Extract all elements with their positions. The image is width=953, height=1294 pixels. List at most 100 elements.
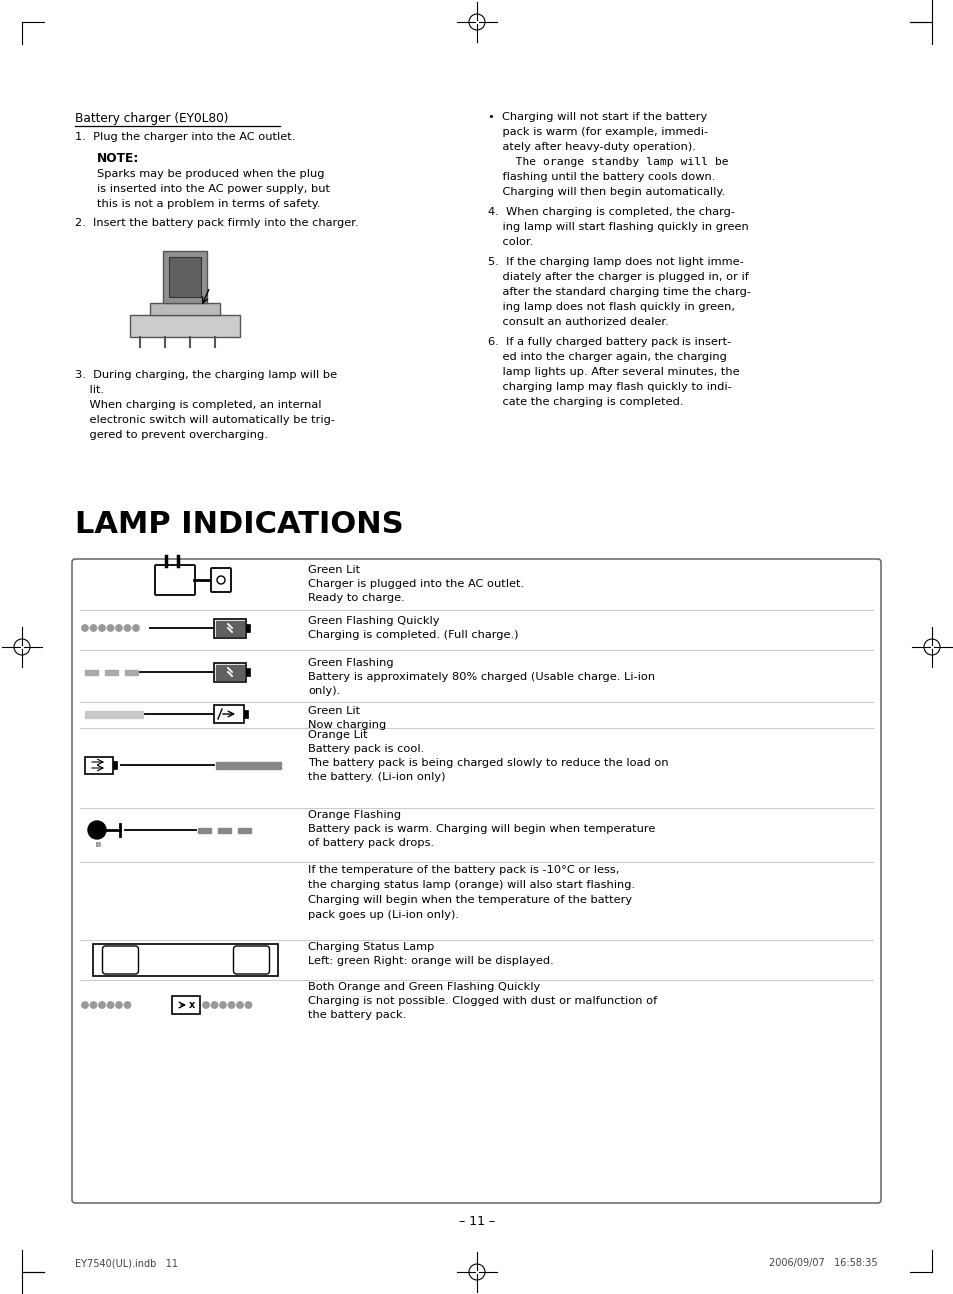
Circle shape xyxy=(132,625,139,631)
Text: charging lamp may flash quickly to indi-: charging lamp may flash quickly to indi- xyxy=(488,382,731,392)
Text: 6.  If a fully charged battery pack is insert-: 6. If a fully charged battery pack is in… xyxy=(488,336,731,347)
Text: electronic switch will automatically be trig-: electronic switch will automatically be … xyxy=(75,415,335,424)
Text: Charging Status Lamp: Charging Status Lamp xyxy=(308,942,434,952)
Bar xyxy=(215,761,281,769)
Text: ately after heavy-duty operation).: ately after heavy-duty operation). xyxy=(488,142,695,151)
Text: Charging is completed. (Full charge.): Charging is completed. (Full charge.) xyxy=(308,630,518,641)
Text: If the temperature of the battery pack is -10°C or less,: If the temperature of the battery pack i… xyxy=(308,864,618,875)
Bar xyxy=(246,668,250,675)
Bar xyxy=(218,827,231,832)
Circle shape xyxy=(211,1002,217,1008)
Text: Sparks may be produced when the plug: Sparks may be produced when the plug xyxy=(97,170,324,179)
Bar xyxy=(246,624,250,631)
FancyBboxPatch shape xyxy=(102,946,138,974)
Bar xyxy=(215,621,244,635)
Text: cate the charging is completed.: cate the charging is completed. xyxy=(488,397,682,408)
Text: The battery pack is being charged slowly to reduce the load on: The battery pack is being charged slowly… xyxy=(308,758,668,769)
Text: Charging will then begin automatically.: Charging will then begin automatically. xyxy=(488,188,724,197)
Text: is inserted into the AC power supply, but: is inserted into the AC power supply, bu… xyxy=(97,184,330,194)
Text: lit.: lit. xyxy=(75,386,104,395)
Circle shape xyxy=(107,625,113,631)
Text: – 11 –: – 11 – xyxy=(458,1215,495,1228)
Text: this is not a problem in terms of safety.: this is not a problem in terms of safety… xyxy=(97,199,320,210)
FancyBboxPatch shape xyxy=(172,996,200,1014)
FancyBboxPatch shape xyxy=(213,705,244,723)
Text: The orange standby lamp will be: The orange standby lamp will be xyxy=(488,157,728,167)
FancyBboxPatch shape xyxy=(213,619,246,638)
Text: flashing until the battery cools down.: flashing until the battery cools down. xyxy=(488,172,715,182)
Circle shape xyxy=(88,820,106,839)
Text: Battery pack is warm. Charging will begin when temperature: Battery pack is warm. Charging will begi… xyxy=(308,824,655,835)
Bar xyxy=(244,710,248,718)
Text: III: III xyxy=(95,842,101,848)
Text: only).: only). xyxy=(308,686,340,696)
Text: x: x xyxy=(189,1000,195,1011)
Text: the battery pack.: the battery pack. xyxy=(308,1011,406,1020)
Bar xyxy=(163,251,207,303)
Text: after the standard charging time the charg-: after the standard charging time the cha… xyxy=(488,287,750,298)
Text: lamp lights up. After several minutes, the: lamp lights up. After several minutes, t… xyxy=(488,367,739,377)
Text: the battery. (Li-ion only): the battery. (Li-ion only) xyxy=(308,773,445,782)
Text: Green Flashing: Green Flashing xyxy=(308,659,394,668)
Circle shape xyxy=(124,625,131,631)
FancyBboxPatch shape xyxy=(85,757,112,774)
Text: Orange Lit: Orange Lit xyxy=(308,730,367,740)
Bar xyxy=(150,303,220,314)
Circle shape xyxy=(245,1002,252,1008)
FancyBboxPatch shape xyxy=(154,565,194,595)
Circle shape xyxy=(124,1002,131,1008)
Circle shape xyxy=(82,1002,88,1008)
Text: color.: color. xyxy=(488,237,533,247)
Text: NOTE:: NOTE: xyxy=(97,151,139,166)
Text: 1.  Plug the charger into the AC outlet.: 1. Plug the charger into the AC outlet. xyxy=(75,132,295,142)
Circle shape xyxy=(91,1002,96,1008)
Text: Battery pack is cool.: Battery pack is cool. xyxy=(308,744,424,754)
Text: diately after the charger is plugged in, or if: diately after the charger is plugged in,… xyxy=(488,272,748,282)
Text: the charging status lamp (orange) will also start flashing.: the charging status lamp (orange) will a… xyxy=(308,880,635,890)
Circle shape xyxy=(115,1002,122,1008)
Circle shape xyxy=(203,1002,209,1008)
Bar xyxy=(85,669,98,674)
Text: pack is warm (for example, immedi-: pack is warm (for example, immedi- xyxy=(488,127,707,137)
Text: 4.  When charging is completed, the charg-: 4. When charging is completed, the charg… xyxy=(488,207,734,217)
Bar xyxy=(237,827,251,832)
Text: EY7540(UL).indb   11: EY7540(UL).indb 11 xyxy=(75,1258,178,1268)
FancyBboxPatch shape xyxy=(71,559,880,1203)
Text: Charger is plugged into the AC outlet.: Charger is plugged into the AC outlet. xyxy=(308,578,523,589)
Text: Now charging: Now charging xyxy=(308,719,386,730)
Circle shape xyxy=(107,1002,113,1008)
Bar xyxy=(169,258,201,298)
FancyBboxPatch shape xyxy=(213,663,246,682)
Text: Left: green Right: orange will be displayed.: Left: green Right: orange will be displa… xyxy=(308,956,553,967)
Text: ed into the charger again, the charging: ed into the charger again, the charging xyxy=(488,352,726,362)
Text: 2.  Insert the battery pack firmly into the charger.: 2. Insert the battery pack firmly into t… xyxy=(75,217,358,228)
Bar xyxy=(130,314,240,336)
Text: gered to prevent overcharging.: gered to prevent overcharging. xyxy=(75,430,268,440)
Bar xyxy=(85,710,143,717)
Text: Green Flashing Quickly: Green Flashing Quickly xyxy=(308,616,439,626)
FancyBboxPatch shape xyxy=(233,946,269,974)
Text: Battery is approximately 80% charged (Usable charge. Li-ion: Battery is approximately 80% charged (Us… xyxy=(308,672,655,682)
Circle shape xyxy=(236,1002,243,1008)
FancyBboxPatch shape xyxy=(211,568,231,591)
Bar xyxy=(112,761,117,769)
Text: ing lamp will start flashing quickly in green: ing lamp will start flashing quickly in … xyxy=(488,223,748,232)
Text: Orange Flashing: Orange Flashing xyxy=(308,810,400,820)
Text: Ready to charge.: Ready to charge. xyxy=(308,593,404,603)
Text: Green Lit: Green Lit xyxy=(308,707,359,716)
FancyBboxPatch shape xyxy=(93,945,278,976)
Text: 5.  If the charging lamp does not light imme-: 5. If the charging lamp does not light i… xyxy=(488,258,743,267)
Circle shape xyxy=(115,625,122,631)
Text: Battery charger (EY0L80): Battery charger (EY0L80) xyxy=(75,113,229,126)
Text: Charging will begin when the temperature of the battery: Charging will begin when the temperature… xyxy=(308,895,632,905)
Text: Green Lit: Green Lit xyxy=(308,565,359,575)
Text: •  Charging will not start if the battery: • Charging will not start if the battery xyxy=(488,113,706,122)
Text: LAMP INDICATIONS: LAMP INDICATIONS xyxy=(75,510,403,540)
Text: When charging is completed, an internal: When charging is completed, an internal xyxy=(75,400,321,410)
Text: ing lamp does not flash quickly in green,: ing lamp does not flash quickly in green… xyxy=(488,302,734,312)
Circle shape xyxy=(99,1002,105,1008)
Text: 3.  During charging, the charging lamp will be: 3. During charging, the charging lamp wi… xyxy=(75,370,336,380)
Text: 2006/09/07   16:58:35: 2006/09/07 16:58:35 xyxy=(768,1258,877,1268)
Bar xyxy=(198,827,211,832)
Circle shape xyxy=(99,625,105,631)
